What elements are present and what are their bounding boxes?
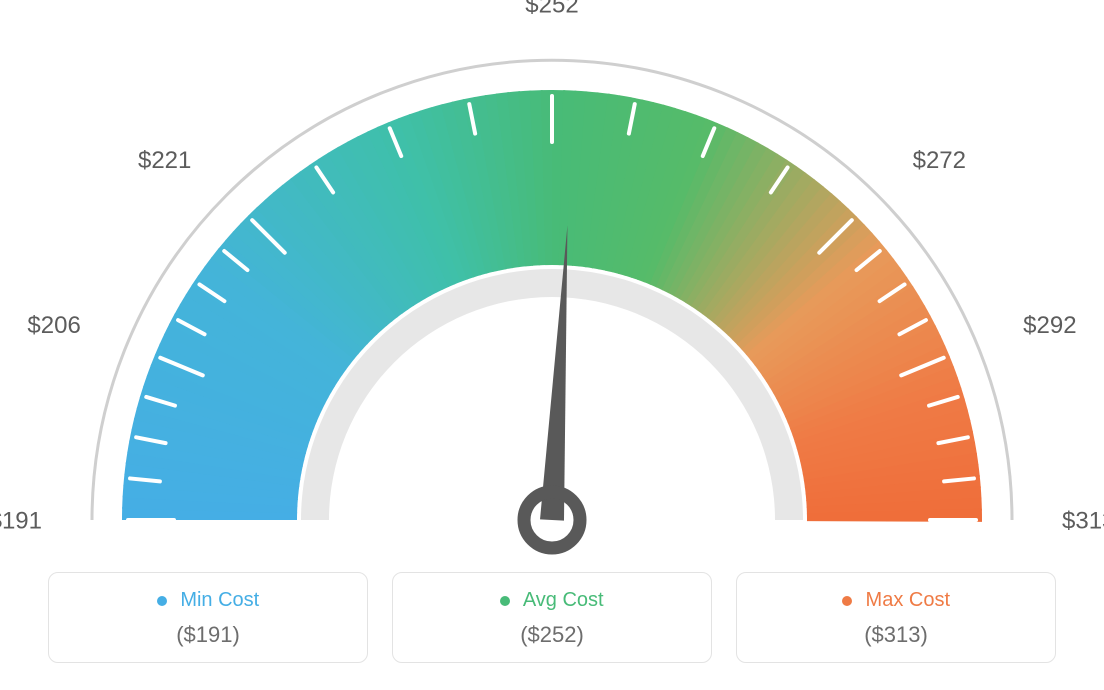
gauge-tick-label: $272 [913, 147, 966, 174]
avg-cost-label: Avg Cost [403, 589, 701, 612]
max-cost-value: ($313) [747, 622, 1045, 648]
gauge-tick-label: $292 [1023, 312, 1076, 339]
avg-cost-value: ($252) [403, 622, 701, 648]
legend-row: Min Cost ($191) Avg Cost ($252) Max Cost… [0, 572, 1104, 663]
max-cost-label: Max Cost [747, 589, 1045, 612]
gauge-tick-label: $206 [27, 312, 80, 339]
max-dot-icon [842, 596, 852, 606]
min-dot-icon [157, 596, 167, 606]
min-cost-value: ($191) [59, 622, 357, 648]
gauge-svg: $191 $206 $221 $252 $272 $292 $313 [0, 0, 1104, 560]
gauge-tick-label: $221 [138, 147, 191, 174]
min-cost-label: Min Cost [59, 589, 357, 612]
max-cost-label-text: Max Cost [866, 589, 950, 611]
avg-dot-icon [500, 596, 510, 606]
gauge-tick-label: $313 [1062, 507, 1104, 534]
min-cost-card: Min Cost ($191) [48, 572, 368, 663]
avg-cost-label-text: Avg Cost [523, 589, 604, 611]
gauge-tick-label: $252 [525, 0, 578, 18]
max-cost-card: Max Cost ($313) [736, 572, 1056, 663]
gauge-chart: $191 $206 $221 $252 $272 $292 $313 [0, 0, 1104, 560]
gauge-tick-label: $191 [0, 507, 42, 534]
min-cost-label-text: Min Cost [180, 589, 259, 611]
avg-cost-card: Avg Cost ($252) [392, 572, 712, 663]
